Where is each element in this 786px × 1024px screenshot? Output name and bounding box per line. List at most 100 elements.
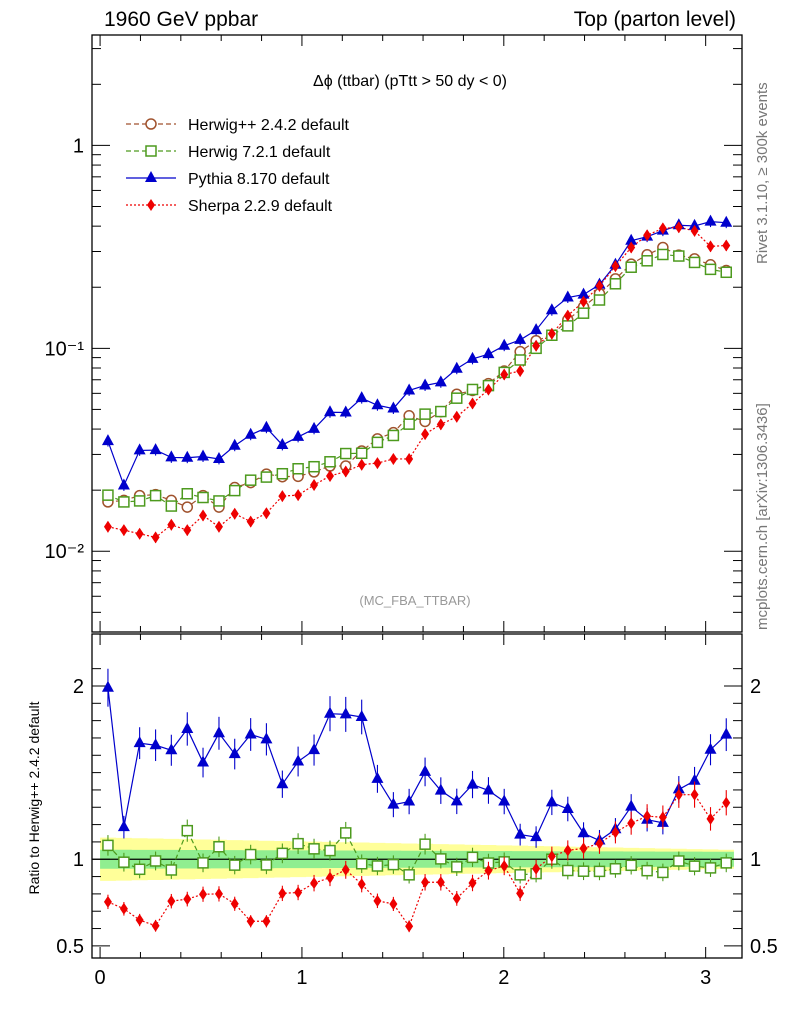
ratio-point (452, 892, 461, 905)
main-point (452, 410, 461, 423)
ratio-point (149, 855, 162, 867)
ratio-point (435, 853, 447, 865)
main-point (339, 405, 352, 417)
main-point (199, 509, 208, 522)
ratio-point (387, 858, 400, 871)
ratio-point (341, 863, 350, 876)
main-point (421, 428, 430, 441)
ratio-point (436, 876, 445, 889)
header-right-label: Top (parton level) (573, 8, 736, 31)
ratio-point (562, 864, 574, 877)
main-point (577, 287, 590, 299)
main-point (403, 383, 416, 395)
main-point (371, 436, 384, 449)
ratio-point (547, 850, 556, 863)
main-point (117, 478, 130, 490)
legend-marker (147, 199, 155, 211)
x-tick-label: 0 (95, 967, 106, 989)
main-point (387, 401, 400, 413)
main-point (468, 397, 477, 410)
main-point (688, 218, 701, 230)
main-y-tick-label: 10⁻² (45, 541, 85, 563)
main-point (611, 260, 620, 273)
main-line-3 (107, 226, 727, 539)
ratio-point (482, 783, 495, 795)
main-point (197, 491, 209, 504)
ratio-point (658, 811, 667, 824)
ratio-point (389, 897, 398, 910)
main-point (244, 474, 257, 486)
ratio-point (197, 755, 210, 767)
main-point (688, 256, 701, 269)
main-point (167, 518, 176, 531)
main-point (577, 307, 590, 319)
ratio-point (688, 773, 701, 785)
ratio-point (214, 887, 223, 900)
main-point (419, 378, 432, 390)
ratio-point (244, 727, 257, 739)
ratio-point (688, 860, 701, 872)
main-point (403, 418, 415, 430)
x-tick-label: 1 (296, 967, 307, 989)
ratio-y-tick-label-right: 2 (750, 676, 761, 698)
ratio-point (403, 794, 416, 806)
ratio-point (720, 727, 733, 739)
ratio-point (339, 827, 352, 839)
ratio-point (308, 743, 321, 755)
ratio-point (308, 843, 320, 855)
ratio-point (720, 857, 733, 869)
ratio-point (323, 706, 336, 718)
main-point (355, 391, 368, 403)
ratio-point (577, 826, 590, 838)
legend-marker (145, 145, 157, 157)
main-point (165, 500, 178, 512)
ratio-point (292, 754, 305, 766)
main-point (545, 303, 558, 315)
ratio-y-tick-label-right: 0.5 (750, 936, 778, 958)
main-point (405, 452, 414, 465)
main-point (133, 495, 146, 507)
ratio-point (119, 902, 128, 915)
ratio-point (213, 841, 225, 853)
ratio-point (117, 820, 130, 832)
main-point (609, 278, 622, 290)
ratio-point (563, 844, 572, 857)
ratio-point (561, 801, 574, 813)
main-point (276, 437, 289, 449)
main-point (482, 347, 495, 359)
ratio-point (371, 860, 384, 872)
main-point (212, 451, 225, 463)
main-point (641, 255, 653, 267)
ratio-point (133, 863, 146, 876)
main-point (419, 408, 431, 420)
main-point (228, 438, 241, 450)
main-point (292, 463, 304, 475)
ratio-y-tick-label: 1 (73, 849, 84, 871)
main-point (323, 405, 336, 417)
main-point (357, 458, 366, 471)
ratio-point (643, 810, 652, 823)
main-point (308, 460, 320, 473)
ratio-point (419, 764, 432, 776)
main-point (355, 447, 368, 460)
main-point (165, 450, 178, 462)
main-point (627, 241, 636, 254)
ratio-point (324, 844, 336, 857)
ratio-point (690, 788, 699, 801)
ratio-point (530, 830, 543, 842)
main-point (149, 443, 162, 455)
main-point (625, 261, 637, 273)
ratio-point (595, 837, 604, 850)
main-point (434, 375, 447, 387)
main-point (149, 489, 162, 502)
ratio-point (450, 794, 463, 806)
ratio-point (118, 856, 130, 868)
ratio-point (262, 915, 271, 928)
ratio-point (339, 707, 352, 719)
ratio-point (577, 865, 590, 877)
main-point (658, 222, 667, 235)
ratio-line-2 (107, 794, 727, 928)
plot-title: Δϕ (ttbar) (pTtt > 50 dy < 0) (313, 73, 507, 90)
main-point (278, 490, 287, 503)
